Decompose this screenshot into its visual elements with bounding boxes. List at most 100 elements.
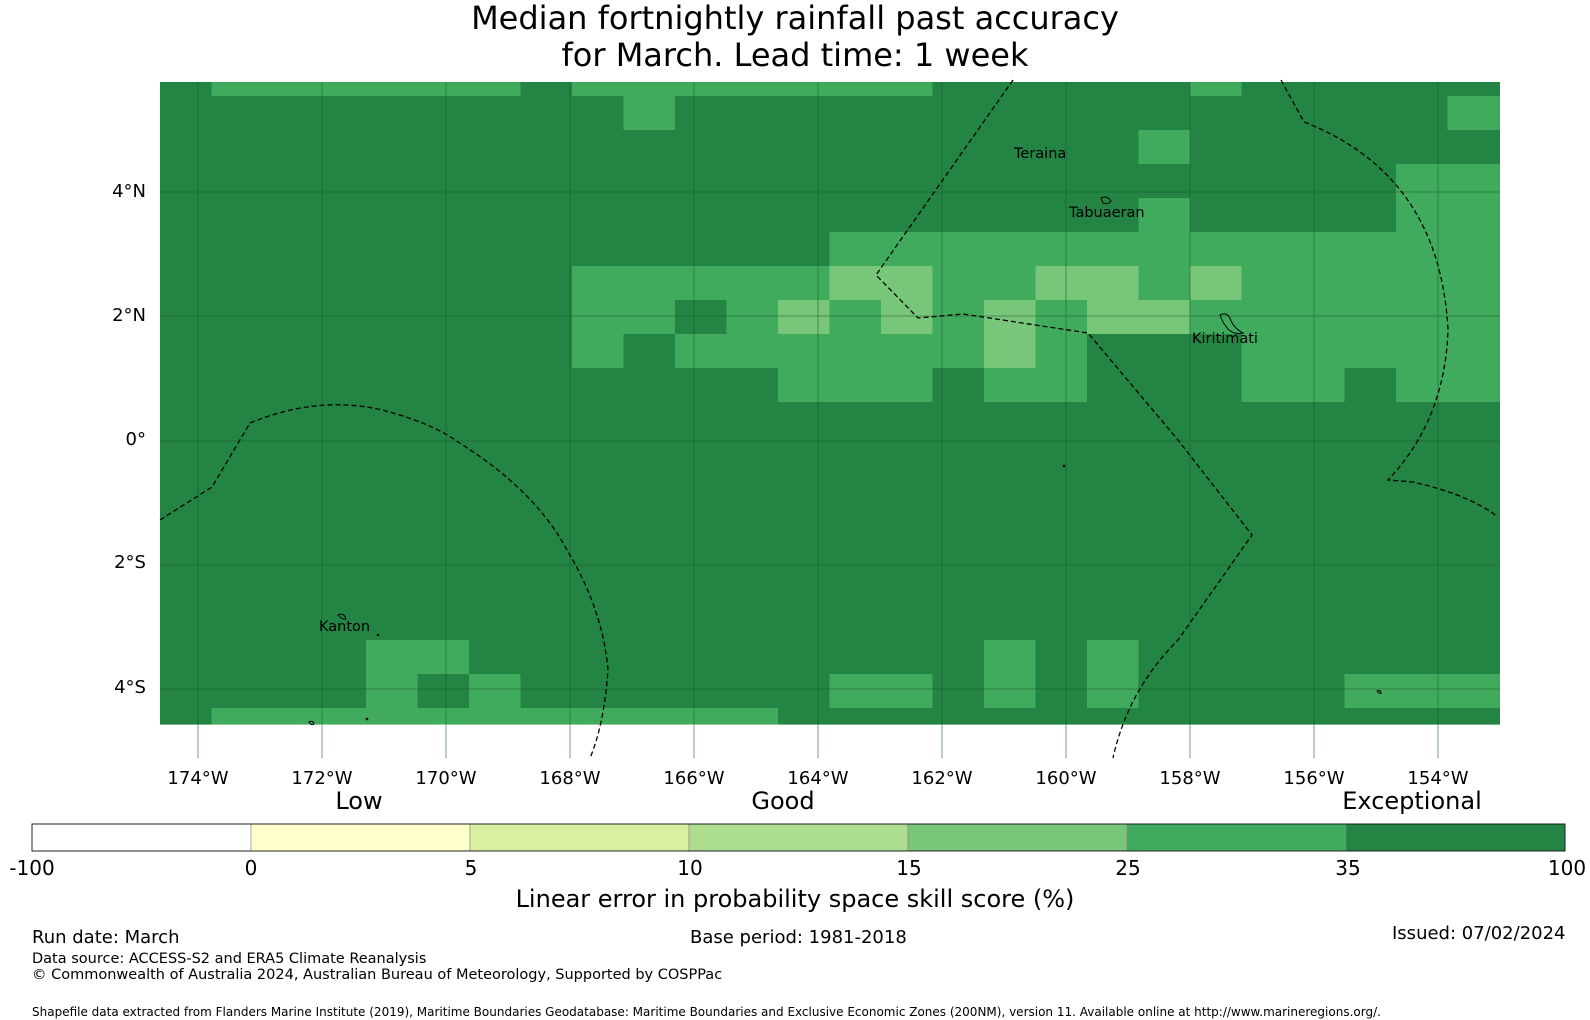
grid-cell (1035, 164, 1088, 199)
grid-cell (520, 606, 573, 641)
grid-cell (984, 572, 1037, 607)
grid-cell (1447, 96, 1500, 131)
grid-cell (932, 640, 985, 675)
colorbar-tick: 5 (464, 856, 478, 880)
grid-cell (829, 368, 882, 403)
grid-cell (1447, 334, 1500, 369)
grid-cell (1190, 232, 1243, 267)
grid-cell (417, 232, 470, 267)
grid-cell (572, 130, 625, 165)
grid-cell (520, 368, 573, 403)
grid-cell (881, 572, 934, 607)
grid-cell (469, 164, 522, 199)
grid-cell (623, 504, 676, 539)
place-label-kanton: Kanton (319, 619, 371, 635)
grid-cell (623, 436, 676, 471)
grid-cell (314, 164, 367, 199)
grid-cell (1241, 96, 1294, 131)
grid-cell (675, 708, 728, 725)
grid-cell (1138, 470, 1191, 505)
grid-cell (1293, 470, 1346, 505)
grid-cell (469, 266, 522, 301)
grid-cell (1447, 708, 1500, 725)
grid-cell (469, 402, 522, 437)
grid-cell (1087, 266, 1140, 301)
grid-cell (572, 266, 625, 301)
grid-cell (881, 436, 934, 471)
grid-cell (881, 164, 934, 199)
grid-cell (417, 538, 470, 573)
grid-cell (623, 198, 676, 233)
grid-cell (726, 606, 779, 641)
grid-cell (1087, 674, 1140, 709)
island-small-5 (1062, 464, 1066, 468)
grid-cell (1190, 300, 1243, 335)
colorbar-tick: 15 (896, 856, 922, 880)
grid-cell (881, 266, 934, 301)
category-good: Good (751, 787, 815, 815)
grid-cell (1241, 368, 1294, 403)
grid-cell (1293, 130, 1346, 165)
grid-cell (1035, 674, 1088, 709)
grid-cell (1396, 606, 1449, 641)
grid-cell (881, 538, 934, 573)
grid-cell (1344, 334, 1397, 369)
grid-cell (160, 470, 213, 505)
eez-boundary-kiritimati-east (1280, 79, 1499, 518)
grid-cell (881, 708, 934, 725)
grid-cell (314, 300, 367, 335)
grid-cell (1241, 436, 1294, 471)
grid-cell (211, 198, 264, 233)
grid-cell (263, 164, 316, 199)
grid-cell (314, 504, 367, 539)
grid-cell (726, 232, 779, 267)
grid-cell (1396, 402, 1449, 437)
grid-cell (1035, 82, 1088, 97)
grid-cell (1396, 640, 1449, 675)
grid-cell (984, 708, 1037, 725)
grid-cell (1241, 232, 1294, 267)
grid-cell (469, 232, 522, 267)
grid-cell (160, 368, 213, 403)
grid-cell (417, 606, 470, 641)
grid-cell (1190, 266, 1243, 301)
grid-cell (520, 232, 573, 267)
grid-cell (984, 96, 1037, 131)
grid-cell (1190, 436, 1243, 471)
grid-cell (675, 232, 728, 267)
grid-cell (417, 572, 470, 607)
grid-cell (1447, 130, 1500, 165)
grid-cell (469, 606, 522, 641)
grid-cell (572, 538, 625, 573)
grid-cell (829, 436, 882, 471)
grid-cell (314, 130, 367, 165)
grid-cell (469, 130, 522, 165)
grid-cell (829, 82, 882, 97)
grid-cell (314, 266, 367, 301)
eez-boundaries (159, 79, 1499, 759)
grid-cell (520, 674, 573, 709)
grid-cell (1035, 130, 1088, 165)
grid-cell (726, 266, 779, 301)
grid-cell (366, 82, 419, 97)
grid-cell (829, 606, 882, 641)
lon-tick-166w: 166°W (663, 768, 725, 789)
grid-cell (623, 640, 676, 675)
grid-cell (1344, 82, 1397, 97)
grid-cell (1138, 708, 1191, 725)
grid-cell (1035, 96, 1088, 131)
grid-cell (1241, 334, 1294, 369)
grid-cell (675, 470, 728, 505)
grid-cell (520, 334, 573, 369)
island-small-3 (376, 633, 380, 637)
category-low: Low (335, 787, 383, 815)
grid-cell (932, 402, 985, 437)
grid-cell (1396, 334, 1449, 369)
grid-cell (984, 334, 1037, 369)
grid-cell (778, 640, 831, 675)
grid-cell (1344, 266, 1397, 301)
grid-cell (469, 538, 522, 573)
grid-cell (1447, 674, 1500, 709)
grid-cell (211, 82, 264, 97)
colorbar-tick: -100 (9, 856, 55, 880)
